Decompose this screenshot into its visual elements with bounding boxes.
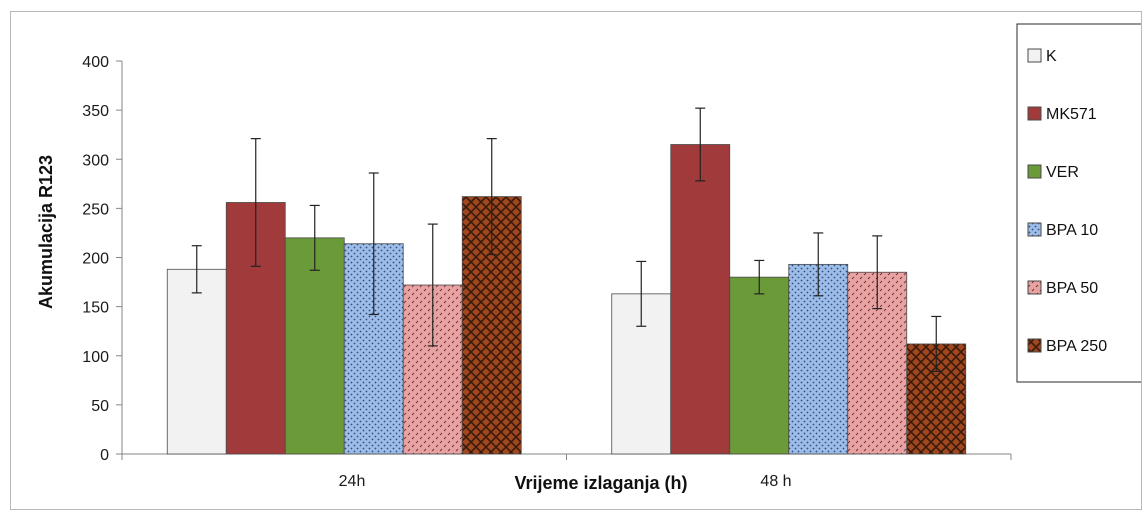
y-axis-title: Akumulacija R123 xyxy=(36,155,56,309)
x-axis-title: Vrijeme izlaganja (h) xyxy=(514,473,687,493)
legend-swatch xyxy=(1027,106,1042,121)
bar xyxy=(284,237,345,455)
legend-swatch xyxy=(1027,338,1042,353)
legend-label: BPA 250 xyxy=(1046,338,1107,355)
y-tick-label: 100 xyxy=(82,349,109,366)
legend: K MK571 VER BPA 10 BPA 50 BPA 250 xyxy=(1016,23,1141,383)
y-tick-label: 250 xyxy=(82,201,109,218)
y-tick-label: 50 xyxy=(91,398,109,415)
y-tick-label: 150 xyxy=(82,300,109,317)
chart-frame: 0 50 100 150 200 250 300 350 400 24h 48 h Akumulac… xyxy=(10,11,1142,510)
bar-chart: 0 50 100 150 200 250 300 350 400 24h 48 h Akumulac… xyxy=(36,23,1141,493)
legend-swatch xyxy=(1027,48,1042,63)
x-tick-label: 48 h xyxy=(760,473,791,490)
legend-swatch xyxy=(1027,164,1042,179)
y-tick-label: 350 xyxy=(82,103,109,120)
legend-label: BPA 10 xyxy=(1046,222,1098,239)
legend-label: MK571 xyxy=(1046,106,1097,123)
legend-box xyxy=(1016,23,1141,383)
legend-swatch xyxy=(1027,280,1042,295)
bar xyxy=(166,268,227,455)
x-tick-label: 24h xyxy=(339,473,366,490)
y-tick-label: 400 xyxy=(82,54,109,71)
y-tick-label: 0 xyxy=(100,447,109,464)
y-tick-label: 200 xyxy=(82,251,109,268)
bar xyxy=(670,144,731,455)
legend-label: BPA 50 xyxy=(1046,280,1098,297)
legend-label: K xyxy=(1046,48,1057,65)
legend-label: VER xyxy=(1046,164,1079,181)
bar xyxy=(729,276,790,455)
y-tick-label: 300 xyxy=(82,152,109,169)
legend-swatch xyxy=(1027,222,1042,237)
